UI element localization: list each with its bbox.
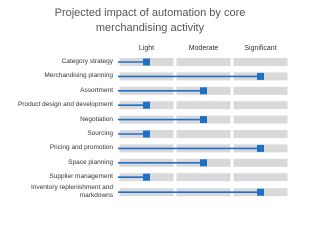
label-box: Negotiation — [80, 115, 113, 123]
track — [176, 58, 231, 66]
marker — [200, 116, 207, 124]
track — [176, 130, 231, 138]
x-tick-label: Moderate — [189, 45, 219, 52]
y-tick-label: Merchandising planning — [44, 72, 113, 80]
y-tick-label: Category strategy — [61, 58, 113, 65]
label-box: Inventory replenishment and markdowns — [30, 184, 113, 200]
y-tick-label: Pricing and promotion — [49, 144, 113, 152]
label-box: Merchandising planning — [44, 72, 113, 80]
x-tick-label: Significant — [244, 45, 276, 52]
marker — [257, 188, 264, 196]
marker — [143, 101, 150, 109]
x-tick-label: Light — [139, 45, 154, 52]
marker — [200, 87, 207, 95]
chart: Projected impact of automation by core m… — [17, 7, 288, 200]
track — [233, 158, 288, 167]
marker — [257, 72, 264, 80]
label-box: Space planning — [68, 158, 113, 166]
track — [233, 115, 288, 124]
track — [233, 58, 288, 66]
label-box: Pricing and promotion — [49, 144, 113, 152]
marker — [143, 173, 150, 181]
track — [176, 173, 231, 182]
y-tick-label: Inventory replenishment and markdowns — [30, 184, 113, 200]
label-box: Assortment — [80, 86, 113, 94]
y-tick-label: Product design and development — [17, 101, 113, 109]
label-box: Product design and development — [17, 101, 113, 109]
y-tick-label: Assortment — [80, 86, 113, 94]
y-tick-label: Sourcing — [87, 130, 113, 137]
label-box: Category strategy — [61, 58, 113, 65]
label-box: Sourcing — [87, 130, 113, 137]
title-box: Projected impact of automation by core m… — [54, 7, 246, 34]
track — [233, 130, 288, 138]
marker — [200, 159, 207, 167]
marker — [257, 144, 264, 152]
track — [233, 86, 288, 95]
marker — [143, 130, 150, 138]
track — [233, 173, 288, 182]
y-tick-label: Space planning — [68, 158, 113, 166]
y-tick-label: Supplier management — [49, 173, 113, 181]
y-tick-label: Negotiation — [80, 115, 113, 123]
label-box: Supplier management — [49, 173, 113, 181]
chart-title: Projected impact of automation by core m… — [54, 7, 246, 34]
track — [233, 101, 288, 110]
marker — [143, 58, 150, 66]
track — [176, 101, 231, 110]
